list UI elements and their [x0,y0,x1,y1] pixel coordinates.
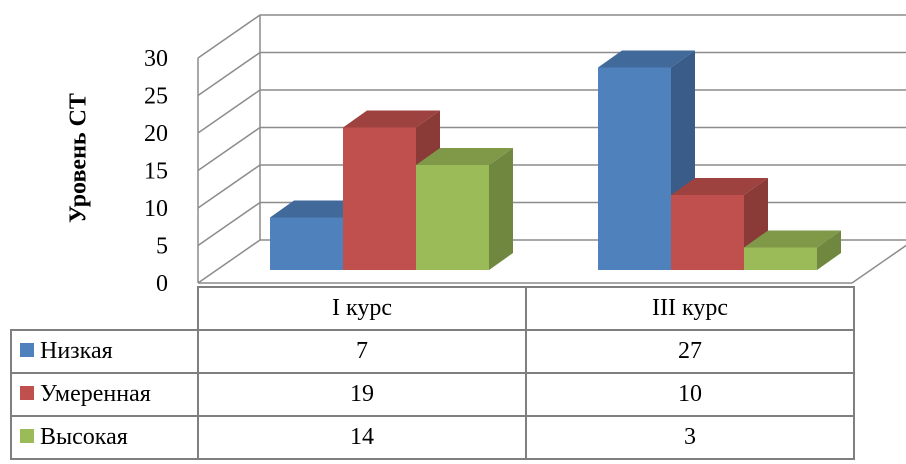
series-name: Высокая [40,424,128,450]
bar-top-face [416,148,513,165]
gridline [197,51,906,97]
legend-swatch [20,343,34,358]
chart-walls [197,14,906,284]
legend-swatch [20,386,34,401]
bar-side-face [489,148,513,270]
bar [744,230,841,270]
legend-swatch [20,429,34,444]
gridline [197,14,906,59]
bar-top-face [598,50,695,68]
bar-top-face [270,200,367,218]
y-tick-label: 5 [156,234,168,260]
floor-right-edge [851,244,906,284]
gridline [197,126,906,172]
data-table-header-row: I курс III курс [11,286,855,331]
bar-front-face [671,195,744,270]
bar-front-face [744,247,817,270]
bar-front-face [416,165,489,270]
series-name: Умеренная [40,381,151,407]
series-legend-cell: Высокая [10,415,199,460]
bar-top-face [744,230,841,248]
data-table-row: Низкая 7 27 [10,329,855,374]
bar-top-face [671,178,768,195]
data-table-corner [11,287,199,331]
series-legend-cell: Низкая [10,329,199,374]
bar [416,148,513,270]
data-label: 27 [525,329,855,374]
y-tick-label: 15 [144,159,168,185]
bar-side-face [817,230,841,270]
y-tick-label: 10 [144,196,168,222]
series-name: Низкая [40,338,113,364]
category-label: III курс [525,286,855,331]
data-label: 7 [197,329,527,374]
data-table: I курс III курс Низкая 7 27 Умеренная 19… [10,286,855,460]
data-label: 14 [197,415,527,460]
category-label: I курс [197,286,527,331]
bars [270,50,841,270]
data-label: 10 [525,372,855,417]
bar-front-face [343,127,416,270]
data-label: 3 [525,415,855,460]
y-tick-label: 30 [144,46,168,72]
bar-front-face [270,217,343,270]
data-table-row: Высокая 14 3 [10,415,855,460]
y-axis-label: Уровень СТ [65,93,92,223]
data-label: 19 [197,372,527,417]
gridline [197,89,906,134]
y-tick-label: 20 [144,121,168,147]
bar-top-face [343,110,440,128]
series-legend-cell: Умеренная [10,372,199,417]
data-table-row: Умеренная 19 10 [10,372,855,417]
y-tick-label: 25 [144,84,168,110]
bar-front-face [598,67,671,270]
y-axis-label-box: Уровень СТ [54,48,104,268]
